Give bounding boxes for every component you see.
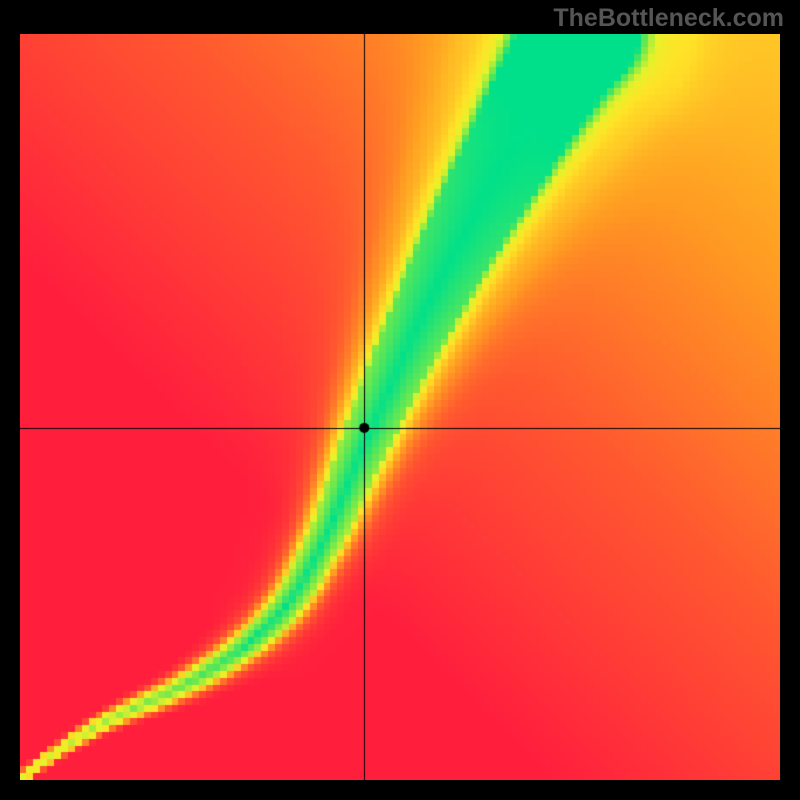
watermark-text: TheBottleneck.com: [553, 4, 784, 33]
bottleneck-heatmap: [20, 34, 780, 780]
plot-area: [20, 34, 780, 780]
chart-container: TheBottleneck.com: [0, 0, 800, 800]
